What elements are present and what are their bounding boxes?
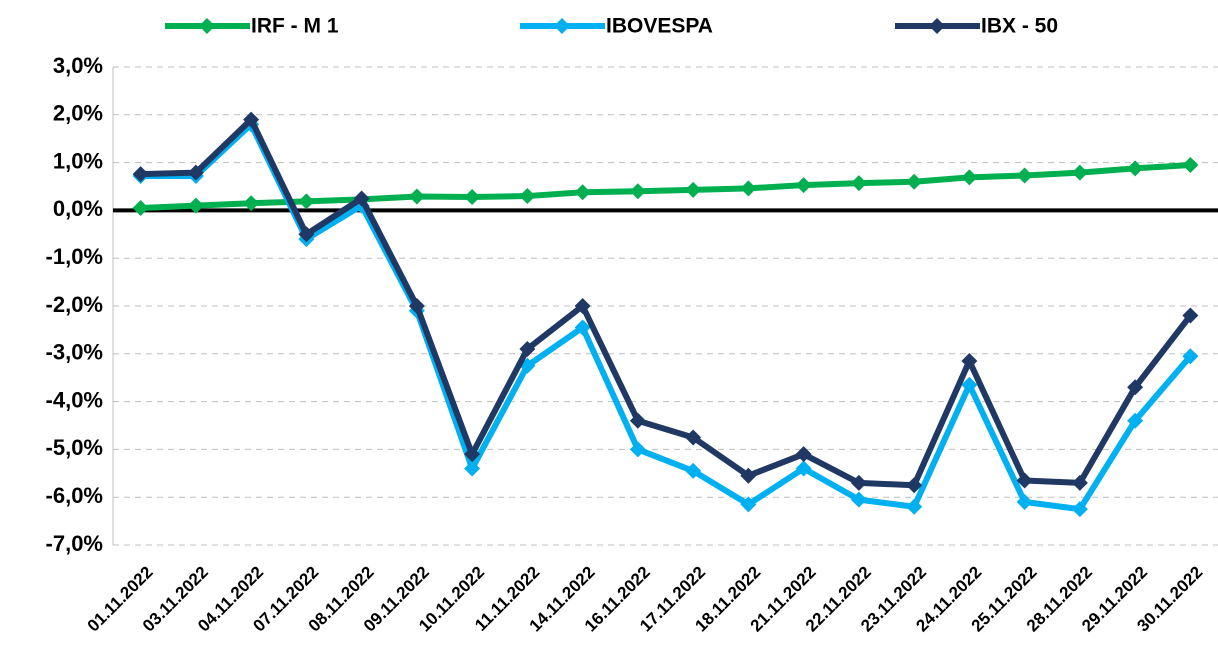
point-marker xyxy=(685,181,702,198)
point-marker xyxy=(1016,493,1033,510)
point-marker xyxy=(795,460,812,477)
y-tick-label: 2,0% xyxy=(53,101,103,126)
point-marker xyxy=(132,166,149,183)
point-marker xyxy=(850,474,867,491)
point-marker xyxy=(1071,474,1088,491)
point-marker xyxy=(574,184,591,201)
point-marker xyxy=(740,496,757,513)
point-marker xyxy=(1127,412,1144,429)
point-marker xyxy=(408,298,425,314)
y-tick-label: -3,0% xyxy=(46,340,103,365)
point-marker xyxy=(795,177,812,194)
point-marker xyxy=(574,298,591,314)
point-marker xyxy=(961,169,978,186)
point-marker xyxy=(1071,501,1088,518)
legend-label: IBX - 50 xyxy=(981,15,1058,38)
legend-marker xyxy=(929,18,945,34)
point-marker xyxy=(574,319,591,336)
point-marker xyxy=(629,441,646,458)
point-marker xyxy=(685,429,702,446)
point-marker xyxy=(961,352,978,369)
point-marker xyxy=(1182,348,1199,365)
point-marker xyxy=(464,189,481,206)
point-marker xyxy=(298,226,315,243)
point-marker xyxy=(906,477,923,494)
point-marker xyxy=(408,188,425,205)
point-marker xyxy=(906,173,923,190)
y-tick-label: -1,0% xyxy=(46,244,103,269)
y-tick-label: -6,0% xyxy=(46,483,103,508)
series-line xyxy=(140,121,1193,513)
point-marker xyxy=(1071,164,1088,181)
point-marker xyxy=(795,446,812,463)
y-tick-label: -4,0% xyxy=(46,387,103,412)
point-marker xyxy=(629,412,646,429)
point-marker xyxy=(1182,307,1199,324)
y-tick-label: -7,0% xyxy=(46,531,103,556)
legend-marker xyxy=(554,18,570,34)
y-tick-label: -5,0% xyxy=(46,435,103,460)
point-marker xyxy=(519,341,536,358)
point-marker xyxy=(132,200,149,217)
point-marker xyxy=(685,462,702,479)
point-marker xyxy=(187,164,204,181)
point-marker xyxy=(850,491,867,508)
point-marker xyxy=(1016,167,1033,184)
legend-label: IRF - M 1 xyxy=(251,15,339,38)
point-marker xyxy=(740,180,757,197)
point-marker xyxy=(740,467,757,484)
point-marker xyxy=(1127,379,1144,396)
point-marker xyxy=(464,460,481,477)
point-marker xyxy=(519,188,536,205)
point-marker xyxy=(1182,156,1199,173)
point-marker xyxy=(243,195,260,212)
point-marker xyxy=(243,111,260,128)
point-marker xyxy=(1016,472,1033,489)
point-marker xyxy=(850,175,867,192)
y-tick-label: 1,0% xyxy=(53,148,103,173)
y-tick-label: -2,0% xyxy=(46,292,103,317)
point-marker xyxy=(353,190,370,207)
point-marker xyxy=(906,498,923,515)
series-line xyxy=(140,161,1191,212)
legend-label: IBOVESPA xyxy=(606,15,713,38)
point-marker xyxy=(961,376,978,393)
y-tick-label: 3,0% xyxy=(53,53,103,78)
point-marker xyxy=(464,446,481,463)
point-marker xyxy=(187,197,204,214)
point-marker xyxy=(629,183,646,200)
point-marker xyxy=(298,193,315,210)
point-marker xyxy=(1127,160,1144,177)
series-line xyxy=(140,116,1193,489)
y-tick-label: 0,0% xyxy=(53,196,103,221)
legend-marker xyxy=(199,18,215,34)
